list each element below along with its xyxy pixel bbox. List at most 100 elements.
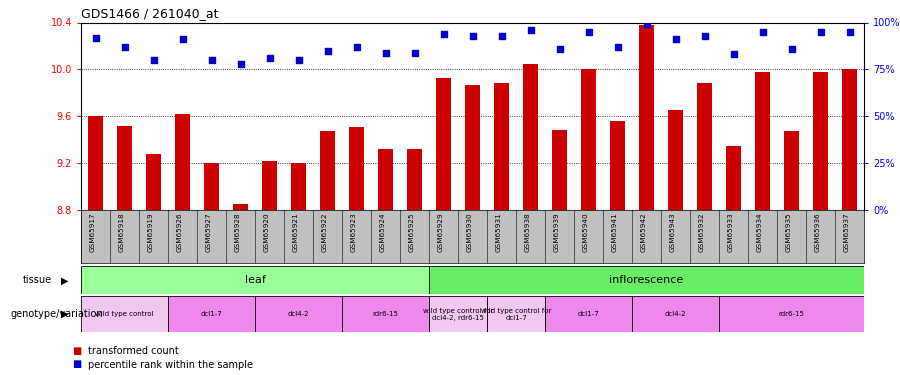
- Bar: [116, 126, 132, 210]
- Text: GSM65927: GSM65927: [205, 213, 212, 252]
- Bar: [348, 127, 364, 210]
- Text: GSM65940: GSM65940: [582, 213, 589, 252]
- Text: GSM65942: GSM65942: [641, 213, 646, 252]
- Bar: [87, 116, 104, 210]
- Bar: [725, 146, 742, 210]
- Point: [117, 44, 131, 50]
- Point: [292, 57, 306, 63]
- Bar: [168, 296, 255, 332]
- Text: dcl4-2: dcl4-2: [288, 311, 310, 317]
- Bar: [407, 149, 422, 210]
- Text: GSM65932: GSM65932: [698, 213, 705, 252]
- Point: [320, 48, 335, 54]
- Text: dcl4-2: dcl4-2: [665, 311, 686, 317]
- Bar: [146, 154, 161, 210]
- Text: genotype/variation: genotype/variation: [11, 309, 104, 319]
- Point: [639, 21, 653, 27]
- Bar: [320, 132, 336, 210]
- Text: GSM65918: GSM65918: [119, 213, 124, 252]
- Point: [408, 50, 422, 55]
- Text: GSM65924: GSM65924: [380, 213, 385, 252]
- Bar: [493, 84, 509, 210]
- Text: GSM65921: GSM65921: [292, 213, 299, 252]
- Bar: [255, 296, 342, 332]
- Point: [176, 36, 190, 42]
- Point: [204, 57, 219, 63]
- Bar: [377, 149, 393, 210]
- Text: GSM65938: GSM65938: [525, 213, 530, 252]
- Bar: [429, 296, 487, 332]
- Text: transformed count: transformed count: [88, 346, 179, 355]
- Text: dcl1-7: dcl1-7: [201, 311, 222, 317]
- Text: ▶: ▶: [61, 309, 68, 319]
- Text: GSM65926: GSM65926: [176, 213, 183, 252]
- Text: rdr6-15: rdr6-15: [778, 311, 805, 317]
- Text: leaf: leaf: [245, 275, 266, 285]
- Text: GSM65925: GSM65925: [409, 213, 415, 252]
- Point: [755, 29, 770, 35]
- Point: [842, 29, 857, 35]
- Bar: [842, 69, 858, 210]
- Text: GDS1466 / 261040_at: GDS1466 / 261040_at: [81, 7, 219, 20]
- Text: GSM65930: GSM65930: [466, 213, 472, 252]
- Bar: [668, 110, 683, 210]
- Bar: [429, 266, 864, 294]
- Text: wild type control: wild type control: [95, 311, 154, 317]
- Text: ■: ■: [72, 346, 81, 355]
- Text: rdr6-15: rdr6-15: [373, 311, 399, 317]
- Text: wild type control for
dcl4-2, rdr6-15: wild type control for dcl4-2, rdr6-15: [423, 308, 493, 321]
- Point: [553, 46, 567, 52]
- Point: [436, 31, 451, 37]
- Text: GSM65920: GSM65920: [264, 213, 269, 252]
- Point: [610, 44, 625, 50]
- Text: GSM65929: GSM65929: [437, 213, 444, 252]
- Bar: [609, 121, 626, 210]
- Bar: [203, 163, 220, 210]
- Bar: [232, 204, 248, 210]
- Point: [349, 44, 364, 50]
- Bar: [784, 132, 799, 210]
- Text: inflorescence: inflorescence: [609, 275, 684, 285]
- Text: GSM65939: GSM65939: [554, 213, 560, 252]
- Bar: [436, 78, 452, 210]
- Text: dcl1-7: dcl1-7: [578, 311, 599, 317]
- Bar: [487, 296, 545, 332]
- Text: GSM65931: GSM65931: [496, 213, 501, 252]
- Point: [669, 36, 683, 42]
- Bar: [464, 85, 481, 210]
- Point: [698, 33, 712, 39]
- Text: GSM65943: GSM65943: [670, 213, 676, 252]
- Bar: [632, 296, 719, 332]
- Text: GSM65928: GSM65928: [235, 213, 240, 252]
- Text: GSM65936: GSM65936: [814, 213, 821, 252]
- Text: tissue: tissue: [22, 275, 51, 285]
- Text: GSM65941: GSM65941: [611, 213, 617, 252]
- Point: [494, 33, 508, 39]
- Bar: [638, 25, 654, 210]
- Point: [262, 55, 276, 61]
- Text: wild type control for
dcl1-7: wild type control for dcl1-7: [481, 308, 551, 321]
- Point: [378, 50, 392, 55]
- Bar: [81, 266, 429, 294]
- Text: GSM65934: GSM65934: [757, 213, 762, 252]
- Bar: [342, 296, 429, 332]
- Bar: [545, 296, 632, 332]
- Text: GSM65935: GSM65935: [786, 213, 791, 252]
- Text: ■: ■: [72, 360, 81, 369]
- Point: [465, 33, 480, 39]
- Bar: [697, 84, 713, 210]
- Text: GSM65917: GSM65917: [89, 213, 95, 252]
- Text: percentile rank within the sample: percentile rank within the sample: [88, 360, 253, 369]
- Point: [581, 29, 596, 35]
- Point: [784, 46, 798, 52]
- Text: ▶: ▶: [61, 275, 68, 285]
- Point: [147, 57, 161, 63]
- Point: [523, 27, 537, 33]
- Text: GSM65919: GSM65919: [148, 213, 154, 252]
- Bar: [523, 63, 538, 210]
- Text: GSM65922: GSM65922: [321, 213, 328, 252]
- Bar: [754, 72, 770, 210]
- Bar: [175, 114, 191, 210]
- Text: GSM65933: GSM65933: [727, 213, 734, 252]
- Bar: [580, 69, 597, 210]
